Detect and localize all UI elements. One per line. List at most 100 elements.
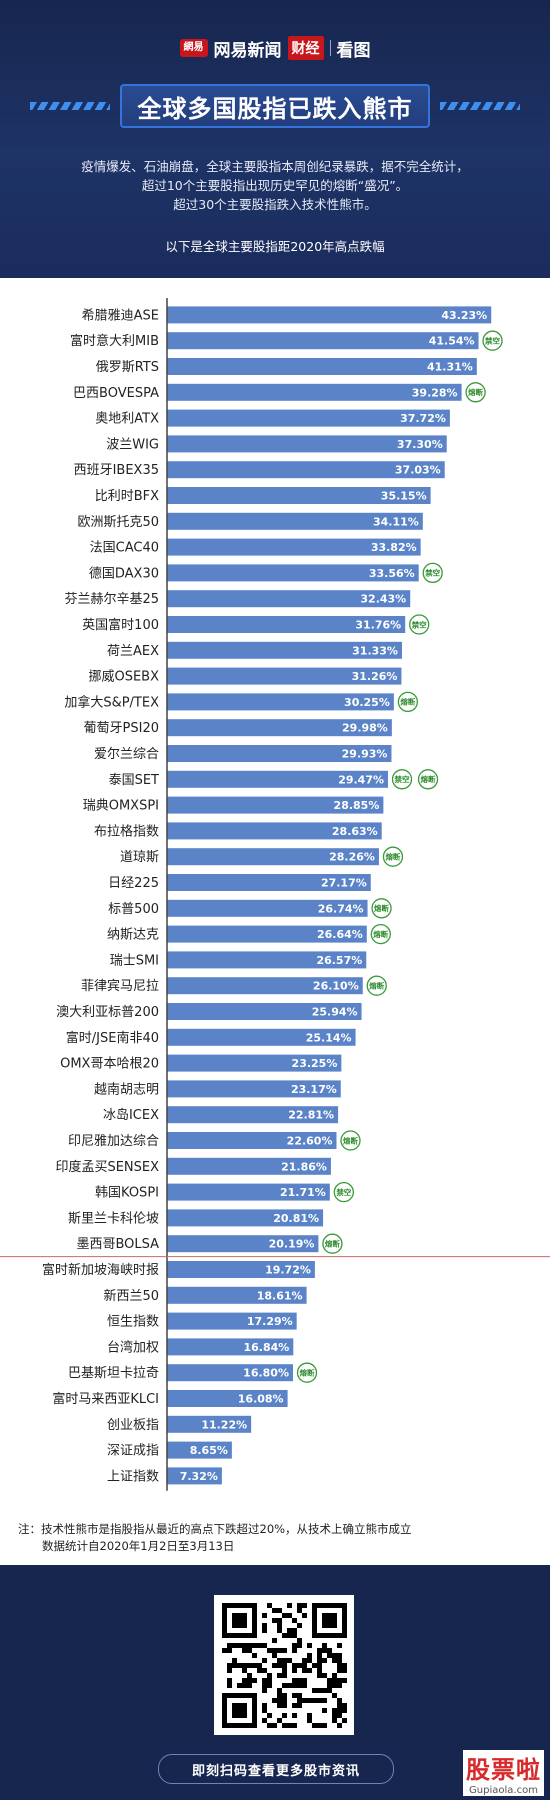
category-label: 富时新加坡海峡时报 xyxy=(42,1262,159,1278)
bar xyxy=(167,796,384,814)
bar xyxy=(167,1261,315,1278)
value-label: 17.29% xyxy=(247,1315,293,1328)
value-label: 11.22% xyxy=(201,1418,247,1431)
value-label: 30.25% xyxy=(344,696,390,709)
category-label: 澳大利亚标普200 xyxy=(56,1004,159,1020)
badge-label: 熔断 xyxy=(374,903,389,913)
category-label: 道琼斯 xyxy=(120,850,159,865)
finance-tag: 财经 xyxy=(287,36,324,60)
value-label: 41.54% xyxy=(429,335,475,348)
circuit-breaker-icon xyxy=(366,975,387,996)
bar xyxy=(167,1338,294,1356)
footer-banner: 即刻扫码查看更多股市资讯 股票啦 Gupiaola.com xyxy=(0,1565,550,1800)
category-label: 富时/JSE南非40 xyxy=(66,1030,159,1046)
category-label: 比利时BFX xyxy=(95,489,159,504)
circuit-breaker-icon xyxy=(382,846,404,867)
value-label: 31.76% xyxy=(355,619,401,632)
category-label: 越南胡志明 xyxy=(94,1081,159,1097)
bar xyxy=(167,306,492,324)
short-ban-icon xyxy=(409,614,430,635)
value-label: 22.81% xyxy=(288,1109,334,1122)
value-label: 23.17% xyxy=(291,1083,337,1096)
footnote: 注：技术性熊市是指股指从最近的高点下跌超过20%，从技术上确立熊市成立 数据统计… xyxy=(18,1521,533,1555)
value-label: 29.47% xyxy=(338,773,384,786)
header-banner: 網易 网易新闻 财经 看图 全球多国股指已跌入熊市 疫情爆发、石油崩盘，全球主要… xyxy=(0,0,550,278)
circuit-breaker-icon xyxy=(340,1130,361,1151)
category-label: 葡萄牙PSI20 xyxy=(84,721,159,736)
category-label: 布拉格指数 xyxy=(94,823,159,839)
bar xyxy=(167,1364,293,1382)
bar xyxy=(167,1080,341,1098)
bar xyxy=(167,1286,307,1304)
badge-label: 熔断 xyxy=(468,387,483,397)
value-label: 8.65% xyxy=(190,1444,228,1457)
category-label: 印度孟买SENSEX xyxy=(55,1159,159,1175)
kantu-tag: 看图 xyxy=(336,40,371,61)
category-label: 印尼雅加达综合 xyxy=(68,1134,159,1149)
bar xyxy=(167,1003,362,1020)
category-label: 泰国SET xyxy=(109,773,159,788)
bar xyxy=(167,461,445,479)
circuit-breaker-icon xyxy=(370,923,391,945)
scan-label: 即刻扫码查看更多股市资讯 xyxy=(191,1763,360,1779)
badge-label: 禁空 xyxy=(412,619,427,629)
value-label: 29.93% xyxy=(342,748,388,761)
value-label: 33.56% xyxy=(369,567,415,580)
badge-label: 禁空 xyxy=(485,336,500,346)
category-label: 冰岛ICEX xyxy=(103,1107,159,1123)
bar xyxy=(167,977,363,995)
category-label: 台湾加权 xyxy=(107,1339,159,1355)
circuit-breaker-icon xyxy=(296,1362,318,1383)
category-label: 西班牙IBEX35 xyxy=(74,463,159,478)
category-label: 瑞典OMXSPI xyxy=(83,799,159,814)
value-label: 37.30% xyxy=(397,438,443,451)
category-label: 菲律宾马尼拉 xyxy=(81,978,159,994)
bar xyxy=(167,383,462,401)
scan-more-button[interactable]: 即刻扫码查看更多股市资讯 xyxy=(158,1754,394,1784)
value-label: 21.71% xyxy=(280,1186,326,1199)
value-label: 43.23% xyxy=(441,309,487,322)
brand-bar: 網易 网易新闻 财经 看图 xyxy=(0,32,550,64)
value-label: 32.43% xyxy=(360,593,406,606)
value-label: 16.08% xyxy=(238,1393,284,1406)
bar xyxy=(167,1390,288,1407)
bar xyxy=(167,874,371,891)
category-label: 爱尔兰综合 xyxy=(94,747,159,762)
category-label: 新西兰50 xyxy=(103,1288,159,1304)
value-label: 19.72% xyxy=(265,1264,311,1277)
value-label: 37.72% xyxy=(400,412,446,425)
bar xyxy=(167,590,411,608)
circuit-breaker-icon xyxy=(397,691,419,713)
value-label: 28.85% xyxy=(334,799,380,812)
circuit-breaker-icon xyxy=(465,382,486,403)
value-label: 21.86% xyxy=(281,1160,327,1173)
title-decoration-left xyxy=(30,102,110,110)
circuit-breaker-icon xyxy=(322,1233,343,1254)
value-label: 37.03% xyxy=(395,464,441,477)
value-label: 26.10% xyxy=(313,980,359,993)
bar xyxy=(167,358,477,375)
bar xyxy=(167,1106,339,1124)
short-ban-icon xyxy=(333,1181,354,1203)
value-label: 39.28% xyxy=(412,386,458,399)
category-label: 富时意大利MIB xyxy=(70,333,159,349)
bar xyxy=(167,538,421,556)
value-label: 22.60% xyxy=(287,1135,333,1148)
qr-code-icon[interactable] xyxy=(214,1595,354,1735)
bar xyxy=(167,667,402,685)
badge-label: 禁空 xyxy=(336,1187,351,1197)
bar xyxy=(167,693,394,711)
category-label: 德国DAX30 xyxy=(89,566,159,581)
category-label: 恒生指数 xyxy=(107,1315,159,1330)
category-label: 挪威OSEBX xyxy=(88,670,159,685)
value-label: 25.14% xyxy=(306,1031,352,1044)
bar xyxy=(167,822,382,840)
chart-subtitle: 以下是全球主要股指距2020年高点跌幅 xyxy=(165,239,385,254)
category-label: 巴基斯坦卡拉奇 xyxy=(68,1365,159,1381)
bar xyxy=(167,512,423,530)
badge-label: 熔断 xyxy=(421,774,436,784)
value-label: 41.31% xyxy=(427,361,473,374)
value-label: 35.15% xyxy=(381,490,427,503)
value-label: 33.82% xyxy=(371,541,417,554)
bar xyxy=(167,1132,337,1149)
